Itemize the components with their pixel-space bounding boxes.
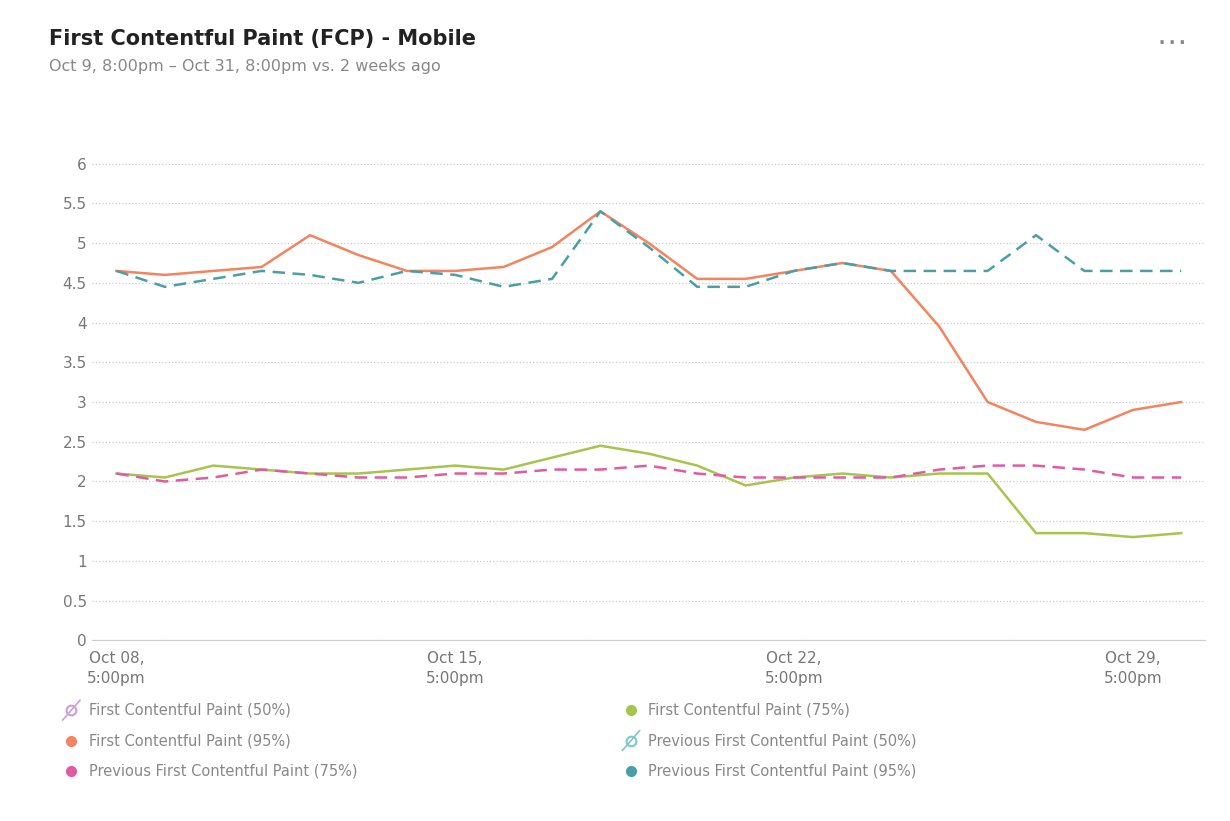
Text: First Contentful Paint (95%): First Contentful Paint (95%) bbox=[89, 733, 290, 748]
Text: First Contentful Paint (FCP) - Mobile: First Contentful Paint (FCP) - Mobile bbox=[49, 29, 476, 48]
Text: Previous First Contentful Paint (50%): Previous First Contentful Paint (50%) bbox=[648, 733, 916, 748]
Text: Oct 9, 8:00pm – Oct 31, 8:00pm vs. 2 weeks ago: Oct 9, 8:00pm – Oct 31, 8:00pm vs. 2 wee… bbox=[49, 59, 440, 74]
Text: Previous First Contentful Paint (95%): Previous First Contentful Paint (95%) bbox=[648, 764, 916, 778]
Text: First Contentful Paint (50%): First Contentful Paint (50%) bbox=[89, 703, 290, 718]
Text: Previous First Contentful Paint (75%): Previous First Contentful Paint (75%) bbox=[89, 764, 357, 778]
Text: First Contentful Paint (75%): First Contentful Paint (75%) bbox=[648, 703, 850, 718]
Text: ⋯: ⋯ bbox=[1156, 29, 1187, 57]
